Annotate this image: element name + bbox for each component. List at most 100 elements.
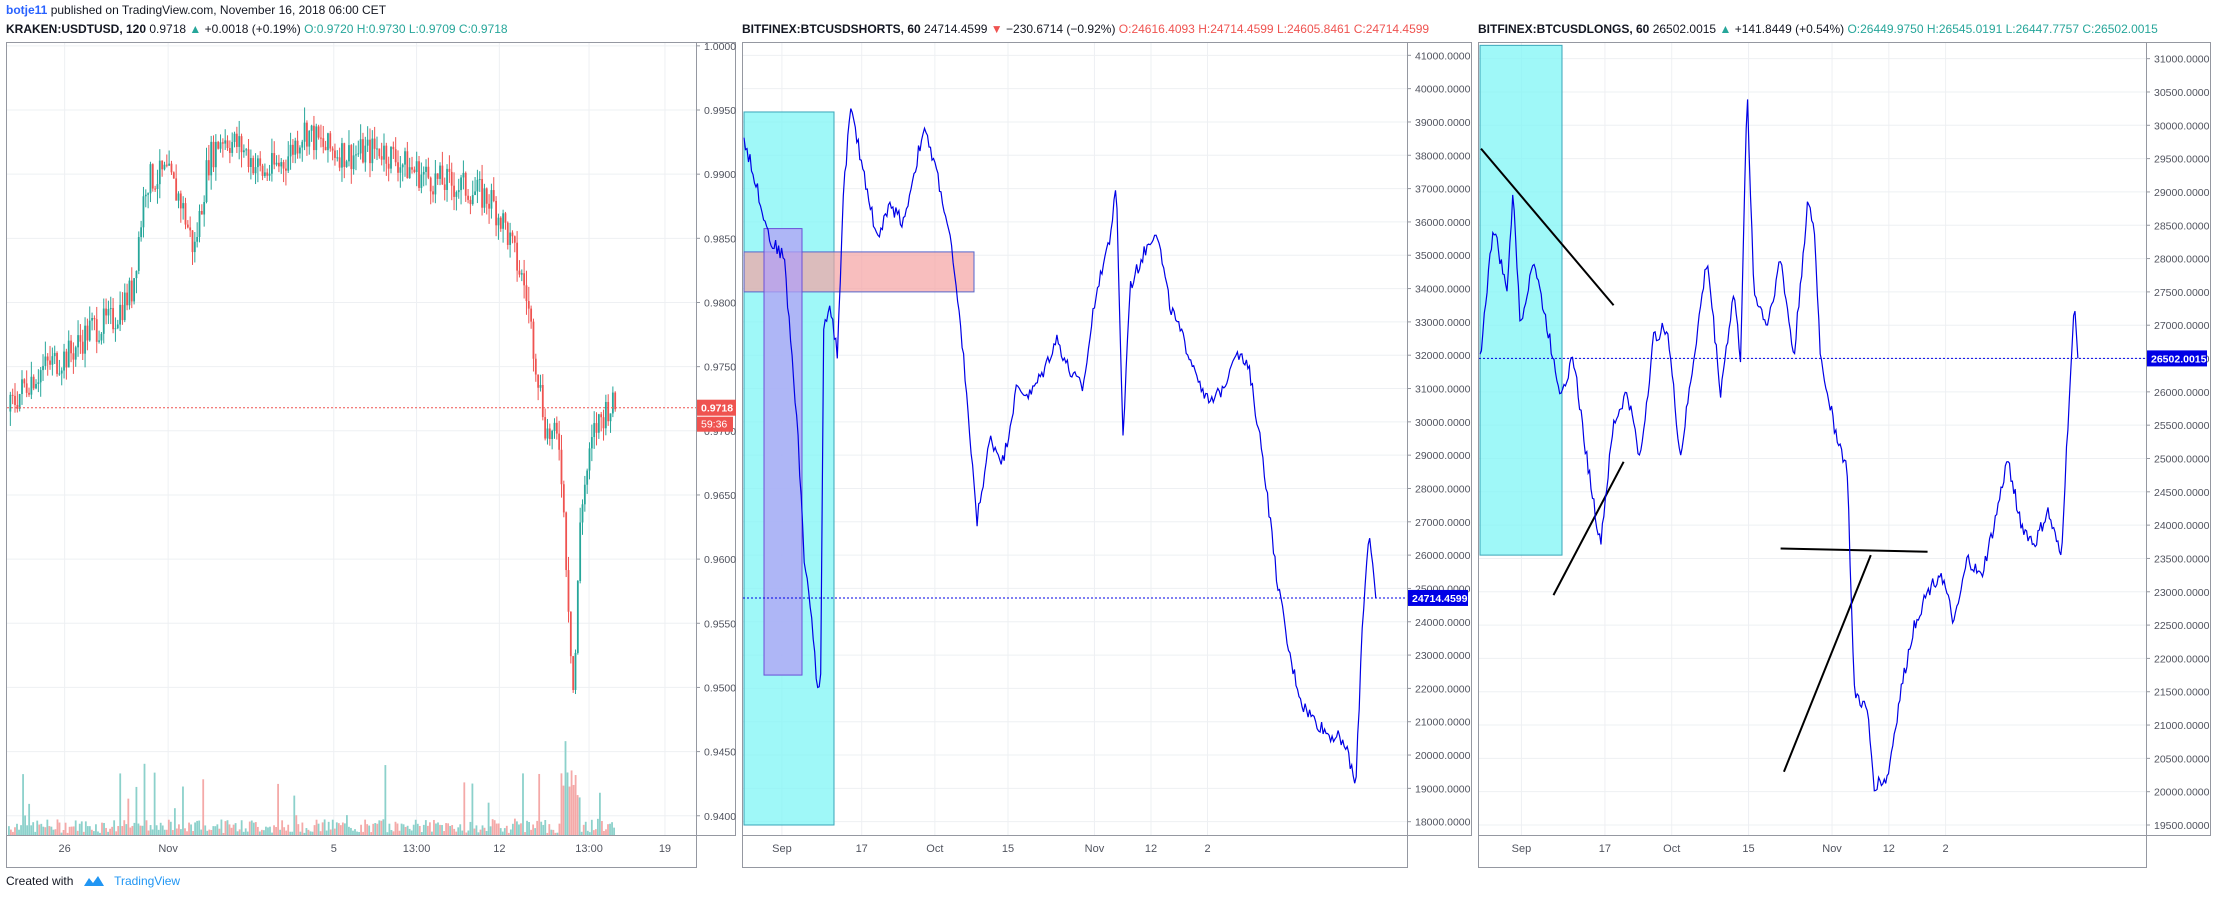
volume-bar — [388, 823, 391, 835]
volume-bar — [333, 828, 336, 835]
candle-body — [137, 237, 140, 271]
volume-bar — [178, 824, 180, 835]
candle-body — [474, 191, 476, 196]
candle-body — [238, 136, 241, 147]
tradingview-link[interactable]: TradingView — [114, 874, 181, 888]
volume-bar — [52, 829, 55, 835]
volume-bar — [58, 822, 61, 835]
volume-bar — [453, 828, 456, 835]
candle-body — [98, 340, 100, 342]
symbol-label[interactable]: BITFINEX:BTCUSDLONGS, 60 — [1478, 22, 1650, 36]
volume-bar — [540, 821, 543, 835]
volume-bar — [323, 819, 326, 835]
created-with-text: Created with — [6, 874, 74, 888]
y-tick-label: 20000.0000 — [1415, 750, 1471, 762]
volume-bar — [137, 823, 140, 835]
candle-body — [415, 161, 418, 173]
high-value: H:26545.0191 — [1926, 22, 2003, 36]
y-tick-label: 27000.0000 — [2154, 320, 2210, 332]
candle-body — [37, 382, 40, 384]
volume-bar — [546, 832, 549, 835]
candle-body — [551, 430, 554, 440]
candle-body — [345, 161, 348, 167]
y-tick-label: 34000.0000 — [1415, 284, 1471, 296]
candle-body — [219, 142, 222, 149]
symbol-label[interactable]: KRAKEN:USDTUSD, 120 — [6, 22, 147, 36]
candle-body — [154, 188, 157, 190]
volume-bar — [352, 830, 354, 835]
volume-bar — [578, 797, 581, 835]
volume-bar — [78, 823, 81, 835]
volume-bar — [230, 827, 233, 835]
candle-body — [586, 470, 589, 485]
volume-bar — [263, 830, 265, 835]
volume-bar — [491, 819, 494, 835]
candle-body — [224, 140, 227, 144]
candle-body — [301, 141, 304, 148]
candle-body — [373, 138, 376, 149]
x-tick-label: 19 — [659, 843, 671, 855]
candle-body — [532, 321, 535, 359]
volume-bar — [167, 819, 170, 835]
y-tick-label: 19500.0000 — [2154, 820, 2210, 832]
volume-bar — [317, 823, 320, 835]
y-tick-label: 0.9950 — [704, 105, 736, 117]
volume-bar — [186, 831, 188, 835]
volume-bar — [279, 829, 282, 835]
volume-bar — [119, 773, 122, 835]
candle-body — [235, 133, 238, 147]
author-link[interactable]: botje11 — [6, 3, 48, 17]
chart-area[interactable]: 41000.0000 40000.0000 39000.0000 38000.0000… — [742, 42, 1472, 868]
candle-body — [25, 383, 28, 393]
volume-bar — [202, 779, 205, 835]
candle-body — [313, 125, 315, 151]
candle-body — [221, 142, 224, 144]
volume-bar — [532, 824, 535, 835]
volume-bar — [433, 819, 435, 835]
volume-bar — [173, 808, 176, 835]
candle-body — [112, 308, 114, 330]
countdown-bg — [697, 416, 733, 432]
y-tick-label: 22500.0000 — [2154, 620, 2210, 632]
candle-body — [436, 173, 439, 179]
candle-body — [168, 163, 171, 166]
candle-body — [282, 162, 285, 169]
candle-body — [541, 384, 544, 418]
candle-body — [490, 190, 493, 209]
volume-bar — [420, 832, 423, 835]
volume-bar — [216, 824, 219, 835]
volume-bar — [12, 831, 14, 835]
volume-bar — [329, 829, 332, 835]
x-tick-label: 2 — [1943, 843, 1949, 855]
candle-body — [488, 203, 490, 209]
volume-bar — [426, 825, 429, 835]
candle-body — [200, 211, 203, 215]
trend-line — [1780, 547, 1928, 553]
x-tick-label: 12 — [493, 843, 505, 855]
volume-bar — [489, 826, 492, 835]
candle-body — [81, 341, 84, 354]
candle-body — [9, 394, 12, 412]
candle-body — [245, 149, 248, 151]
y-tick-label: 0.9850 — [704, 233, 736, 245]
volume-bar — [447, 823, 450, 835]
candle-body — [604, 401, 607, 429]
volume-bar — [431, 831, 433, 835]
candle-body — [455, 192, 458, 197]
volume-bar — [524, 832, 526, 835]
symbol-label[interactable]: BITFINEX:BTCUSDSHORTS, 60 — [742, 22, 921, 36]
volume-bar — [528, 821, 530, 835]
chart-panel-btcusdlongs: BITFINEX:BTCUSDLONGS, 60 26502.0015 ▲ +1… — [1478, 18, 2211, 868]
chart-area[interactable]: 31000.0000 30500.0000 30000.0000 29500.0000… — [1478, 42, 2211, 868]
volume-bar — [82, 831, 85, 835]
y-tick-label: 31000.0000 — [1415, 384, 1471, 396]
volume-bar — [497, 823, 500, 835]
candle-body — [359, 139, 362, 154]
y-tick-label: 27000.0000 — [1415, 517, 1471, 529]
volume-bar — [275, 826, 277, 835]
volume-bar — [64, 822, 67, 835]
chart-area[interactable]: 1.0000 0.9950 0.9900 0.9850 0.9800 0.9750 0.97… — [6, 42, 736, 868]
candle-body — [590, 437, 593, 449]
volume-bar — [196, 820, 199, 835]
candle-body — [95, 319, 98, 342]
